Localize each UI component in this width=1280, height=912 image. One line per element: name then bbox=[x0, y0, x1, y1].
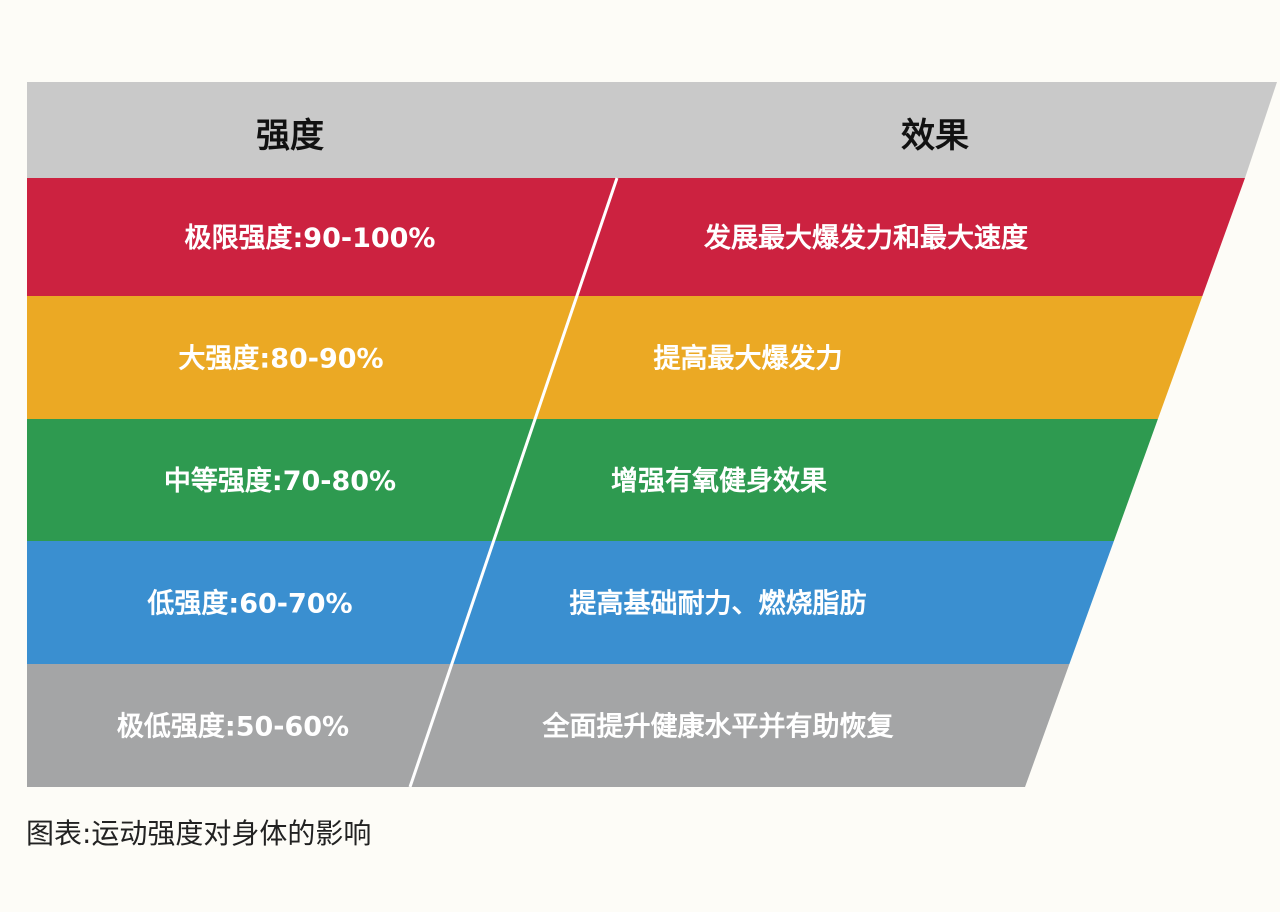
row-band-2 bbox=[27, 296, 1203, 419]
row-intensity-label: 低强度:60-70% bbox=[146, 588, 352, 620]
diagonal-divider bbox=[408, 177, 619, 788]
row-band-4 bbox=[27, 541, 1114, 664]
row-intensity-label: 大强度:80-90% bbox=[178, 343, 383, 375]
figure-caption: 图表:运动强度对身体的影响 bbox=[26, 817, 372, 850]
header-effect: 效果 bbox=[901, 116, 969, 156]
row-effect-label: 提高最大爆发力 bbox=[654, 343, 843, 375]
row-intensity-label: 极限强度:90-100% bbox=[185, 222, 436, 254]
header-band bbox=[27, 82, 1277, 178]
row-effect-label: 提高基础耐力、燃烧脂肪 bbox=[570, 588, 867, 620]
row-effect-label: 增强有氧健身效果 bbox=[611, 465, 827, 497]
row-band-3 bbox=[27, 419, 1158, 541]
row-effect-label: 发展最大爆发力和最大速度 bbox=[703, 222, 1028, 254]
row-effect-label: 全面提升健康水平并有助恢复 bbox=[542, 711, 895, 743]
header-intensity: 强度 bbox=[256, 116, 324, 156]
row-intensity-label: 极低强度:50-60% bbox=[117, 711, 349, 743]
row-band-5 bbox=[27, 664, 1070, 787]
row-intensity-label: 中等强度:70-80% bbox=[164, 465, 396, 497]
row-band-1 bbox=[27, 178, 1245, 296]
